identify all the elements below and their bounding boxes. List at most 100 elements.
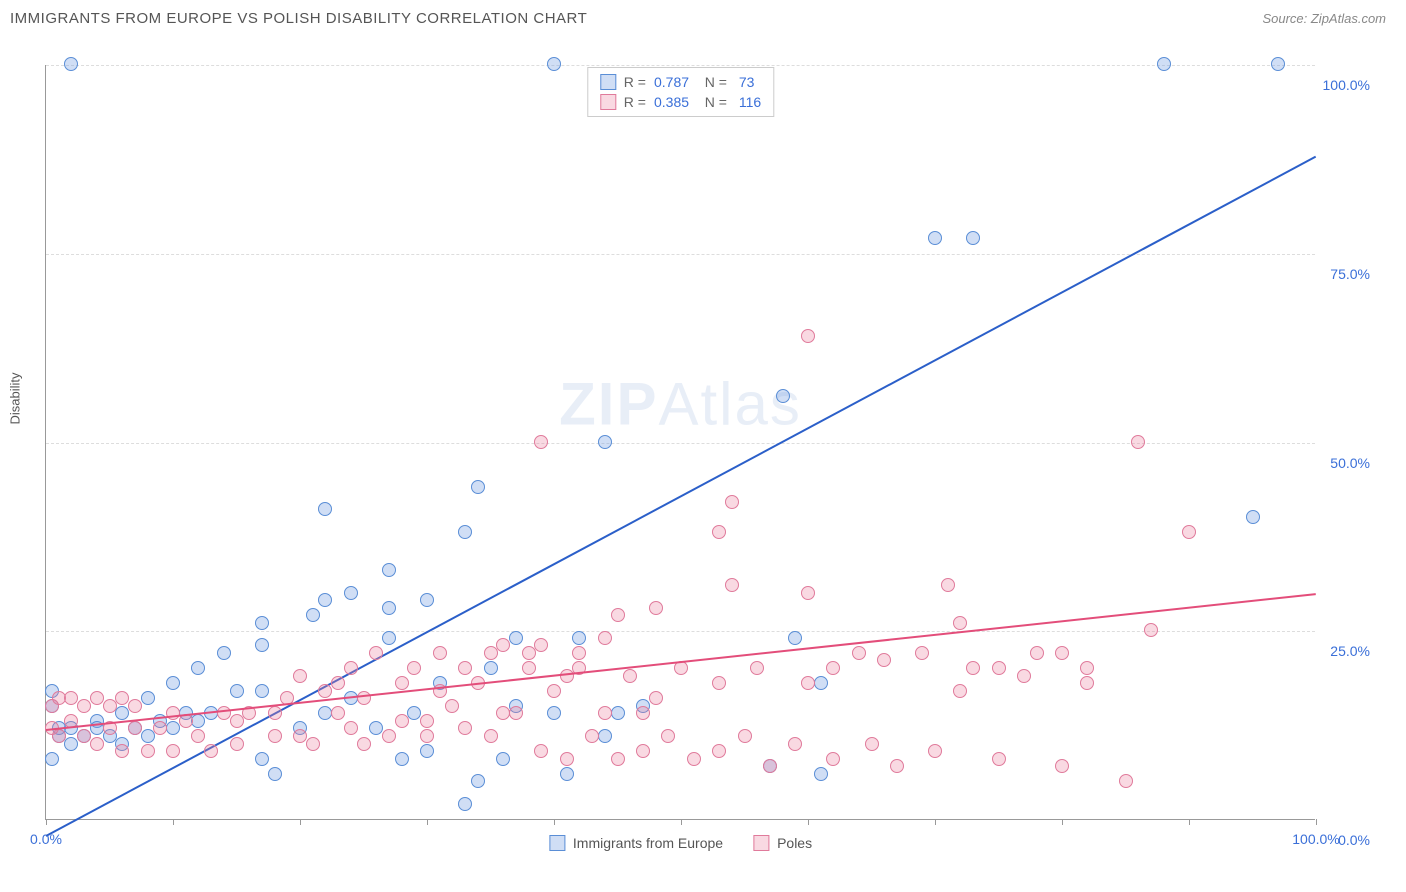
legend-swatch (600, 94, 616, 110)
data-point (687, 752, 701, 766)
data-point (992, 752, 1006, 766)
data-point (572, 631, 586, 645)
data-point (534, 638, 548, 652)
data-point (598, 631, 612, 645)
gridline (46, 631, 1315, 632)
data-point (1030, 646, 1044, 660)
data-point (420, 729, 434, 743)
data-point (128, 699, 142, 713)
data-point (941, 578, 955, 592)
data-point (64, 737, 78, 751)
data-point (509, 631, 523, 645)
data-point (496, 752, 510, 766)
data-point (357, 737, 371, 751)
data-point (268, 767, 282, 781)
data-point (534, 435, 548, 449)
series-legend: Immigrants from Europe Poles (549, 835, 812, 851)
watermark: ZIPAtlas (559, 370, 802, 439)
data-point (77, 699, 91, 713)
data-point (547, 57, 561, 71)
data-point (318, 684, 332, 698)
data-point (649, 601, 663, 615)
data-point (230, 737, 244, 751)
header: IMMIGRANTS FROM EUROPE VS POLISH DISABIL… (0, 0, 1406, 32)
x-tick (681, 819, 682, 825)
data-point (598, 435, 612, 449)
data-point (725, 578, 739, 592)
data-point (306, 737, 320, 751)
data-point (471, 480, 485, 494)
data-point (852, 646, 866, 660)
data-point (992, 661, 1006, 675)
legend-swatch (753, 835, 769, 851)
data-point (166, 706, 180, 720)
data-point (369, 646, 383, 660)
data-point (217, 646, 231, 660)
x-tick (300, 819, 301, 825)
stats-legend-row: R = 0.385 N = 116 (600, 92, 761, 112)
data-point (522, 646, 536, 660)
data-point (407, 706, 421, 720)
legend-label: Poles (777, 835, 812, 851)
legend-item: Immigrants from Europe (549, 835, 723, 851)
legend-item: Poles (753, 835, 812, 851)
data-point (141, 744, 155, 758)
chart-area: Disability ZIPAtlas R = 0.787 N = 73R = … (45, 55, 1375, 830)
x-tick (1062, 819, 1063, 825)
data-point (1131, 435, 1145, 449)
data-point (611, 608, 625, 622)
data-point (801, 329, 815, 343)
data-point (395, 752, 409, 766)
data-point (877, 653, 891, 667)
n-value: 73 (735, 74, 754, 90)
x-tick-label: 100.0% (1292, 831, 1339, 847)
data-point (64, 691, 78, 705)
data-point (255, 616, 269, 630)
data-point (560, 752, 574, 766)
data-point (382, 631, 396, 645)
data-point (966, 231, 980, 245)
data-point (725, 495, 739, 509)
data-point (865, 737, 879, 751)
data-point (166, 676, 180, 690)
data-point (268, 706, 282, 720)
data-point (458, 721, 472, 735)
n-value: 116 (735, 94, 761, 110)
data-point (369, 721, 383, 735)
data-point (153, 721, 167, 735)
data-point (611, 752, 625, 766)
data-point (420, 744, 434, 758)
data-point (826, 661, 840, 675)
x-tick (935, 819, 936, 825)
data-point (572, 646, 586, 660)
data-point (471, 774, 485, 788)
y-tick-label: 100.0% (1323, 77, 1370, 93)
gridline (46, 443, 1315, 444)
data-point (788, 737, 802, 751)
data-point (776, 389, 790, 403)
data-point (407, 661, 421, 675)
y-tick-label: 0.0% (1338, 832, 1370, 848)
data-point (90, 737, 104, 751)
data-point (750, 661, 764, 675)
x-tick (173, 819, 174, 825)
data-point (598, 729, 612, 743)
data-point (890, 759, 904, 773)
data-point (255, 638, 269, 652)
data-point (344, 721, 358, 735)
data-point (115, 691, 129, 705)
data-point (230, 684, 244, 698)
r-value: 0.787 (654, 74, 689, 90)
data-point (331, 706, 345, 720)
data-point (420, 593, 434, 607)
data-point (1271, 57, 1285, 71)
n-label: N = (697, 74, 727, 90)
data-point (953, 616, 967, 630)
data-point (318, 502, 332, 516)
data-point (547, 684, 561, 698)
data-point (915, 646, 929, 660)
data-point (445, 699, 459, 713)
y-tick-label: 25.0% (1330, 643, 1370, 659)
data-point (255, 684, 269, 698)
data-point (115, 744, 129, 758)
